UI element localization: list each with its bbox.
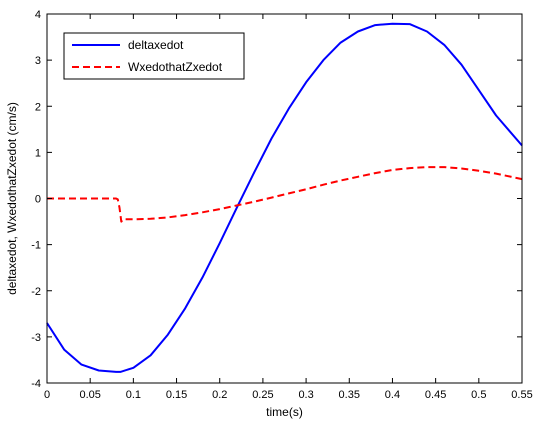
x-tick-label: 0.45 (425, 389, 446, 401)
y-tick-label: -4 (31, 378, 41, 390)
y-tick-label: 3 (35, 55, 41, 67)
series-layer (46, 22, 523, 373)
y-tick-label: -3 (31, 332, 41, 344)
x-tick-label: 0.35 (339, 389, 360, 401)
x-tick-label: 0 (44, 389, 50, 401)
x-tick-label: 0.4 (385, 389, 400, 401)
y-axis-label: deltaxedot, WxedothatZxedot (cm/s) (5, 102, 19, 295)
x-tick-label: 0.3 (298, 389, 313, 401)
y-tick-label: -2 (31, 286, 41, 298)
x-tick-label: 0.1 (126, 389, 141, 401)
legend-box (63, 32, 245, 80)
y-tick-label: 1 (35, 147, 41, 159)
y-tick-label: 0 (35, 194, 41, 206)
legend: deltaxedot WxedothatZxedot (63, 32, 245, 80)
legend-label-wxedothatzxedot: WxedothatZxedot (128, 60, 223, 74)
ticks-layer: 0 0.05 0.1 0.15 0.2 0.25 0.3 0.35 0.4 0.45 0.5 0.55… (31, 9, 532, 401)
x-axis-label: time(s) (266, 405, 303, 419)
x-tick-label: 0.15 (166, 389, 187, 401)
y-tick-label: 2 (35, 101, 41, 113)
x-tick-label: 0.55 (511, 389, 532, 401)
x-tick-label: 0.05 (79, 389, 100, 401)
series-line-wxedothatzxedot (47, 166, 523, 223)
x-tick-label: 0.2 (212, 389, 227, 401)
y-tick-label: -1 (31, 240, 41, 252)
y-tick-label: 4 (35, 9, 41, 21)
x-tick-label: 0.25 (252, 389, 273, 401)
plot-frame (46, 13, 523, 384)
legend-label-deltaxedot: deltaxedot (128, 38, 184, 52)
x-tick-label: 0.5 (471, 389, 486, 401)
series-line-deltaxedot (46, 22, 523, 373)
